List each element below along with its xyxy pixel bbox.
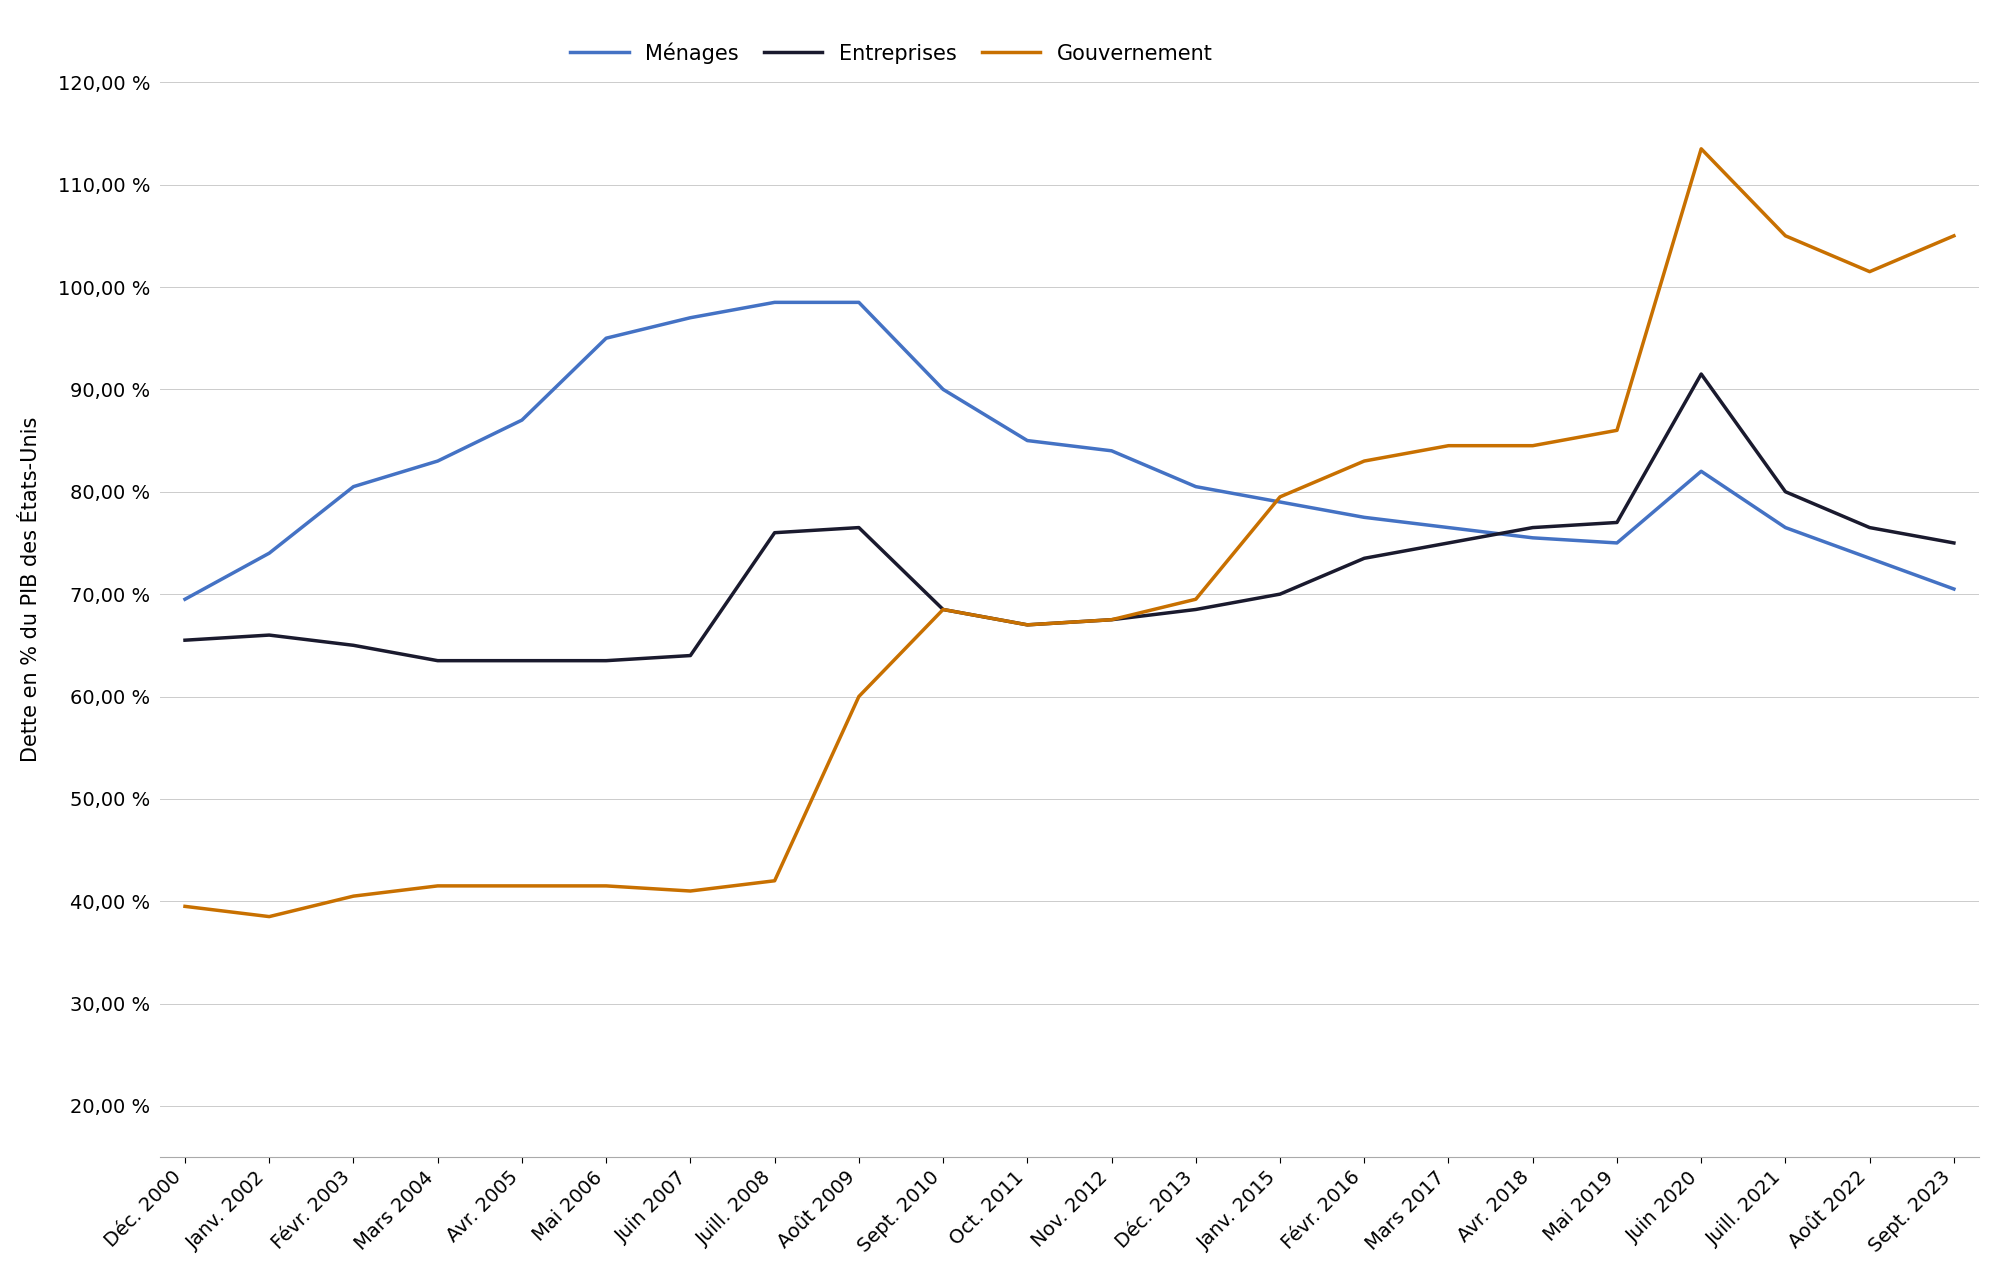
Ménages: [1858, 550, 1882, 566]
Entreprises: [1184, 601, 1208, 617]
Ménages: [678, 310, 702, 326]
Entreprises: [678, 647, 702, 663]
Entreprises: [1604, 515, 1628, 530]
Entreprises: [594, 653, 618, 668]
Gouvernement: [1690, 142, 1714, 157]
Ménages: [1436, 520, 1460, 535]
Ménages: [1690, 464, 1714, 479]
Gouvernement: [426, 879, 450, 894]
Entreprises: [1436, 535, 1460, 550]
Ménages: [1774, 520, 1798, 535]
Entreprises: [1690, 366, 1714, 382]
Gouvernement: [1100, 612, 1124, 627]
Gouvernement: [762, 873, 786, 889]
Gouvernement: [1184, 591, 1208, 607]
Ménages: [932, 382, 956, 397]
Line: Ménages: Ménages: [184, 303, 1954, 599]
Entreprises: [932, 601, 956, 617]
Ménages: [1604, 535, 1628, 550]
Ménages: [342, 479, 366, 494]
Entreprises: [342, 637, 366, 653]
Entreprises: [1016, 617, 1040, 632]
Entreprises: [1774, 484, 1798, 499]
Gouvernement: [342, 889, 366, 904]
Ménages: [1016, 433, 1040, 448]
Legend: Ménages, Entreprises, Gouvernement: Ménages, Entreprises, Gouvernement: [570, 42, 1212, 64]
Gouvernement: [1016, 617, 1040, 632]
Gouvernement: [258, 909, 282, 925]
Ménages: [1352, 510, 1376, 525]
Ménages: [1184, 479, 1208, 494]
Gouvernement: [510, 879, 534, 894]
Entreprises: [426, 653, 450, 668]
Entreprises: [510, 653, 534, 668]
Gouvernement: [1268, 489, 1292, 504]
Ménages: [172, 591, 196, 607]
Gouvernement: [678, 884, 702, 899]
Entreprises: [258, 627, 282, 642]
Entreprises: [1942, 535, 1966, 550]
Ménages: [1100, 443, 1124, 458]
Gouvernement: [594, 879, 618, 894]
Ménages: [1942, 581, 1966, 596]
Entreprises: [762, 525, 786, 540]
Gouvernement: [1942, 229, 1966, 244]
Ménages: [510, 412, 534, 428]
Gouvernement: [172, 899, 196, 914]
Ménages: [1268, 494, 1292, 510]
Ménages: [258, 545, 282, 561]
Ménages: [594, 331, 618, 346]
Gouvernement: [932, 601, 956, 617]
Gouvernement: [1520, 438, 1544, 453]
Ménages: [846, 295, 870, 310]
Entreprises: [1858, 520, 1882, 535]
Ménages: [426, 453, 450, 469]
Entreprises: [1100, 612, 1124, 627]
Line: Entreprises: Entreprises: [184, 374, 1954, 660]
Ménages: [762, 295, 786, 310]
Entreprises: [1268, 586, 1292, 601]
Entreprises: [172, 632, 196, 647]
Gouvernement: [1858, 264, 1882, 280]
Gouvernement: [1774, 229, 1798, 244]
Gouvernement: [1352, 453, 1376, 469]
Y-axis label: Dette en % du PIB des États-Unis: Dette en % du PIB des États-Unis: [20, 416, 40, 761]
Line: Gouvernement: Gouvernement: [184, 149, 1954, 917]
Ménages: [1520, 530, 1544, 545]
Entreprises: [1520, 520, 1544, 535]
Gouvernement: [846, 688, 870, 704]
Gouvernement: [1436, 438, 1460, 453]
Entreprises: [846, 520, 870, 535]
Gouvernement: [1604, 423, 1628, 438]
Entreprises: [1352, 550, 1376, 566]
